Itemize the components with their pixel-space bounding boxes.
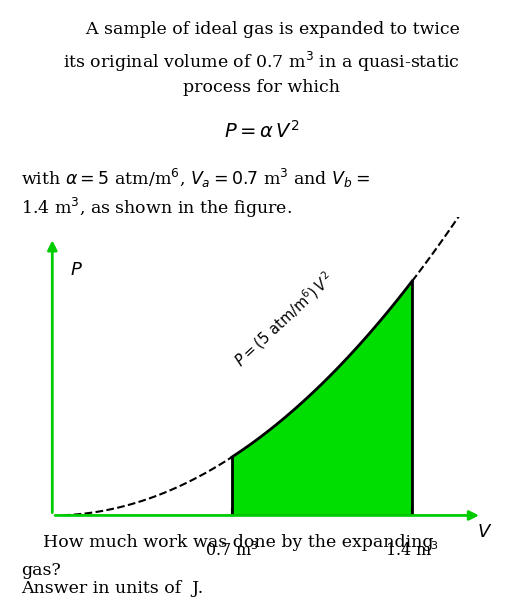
Text: A sample of ideal gas is expanded to twice: A sample of ideal gas is expanded to twi…	[64, 21, 459, 38]
Text: 1.4 m$^3$: 1.4 m$^3$	[385, 542, 439, 561]
Polygon shape	[232, 281, 412, 515]
Text: $P = \alpha\,V^2$: $P = \alpha\,V^2$	[224, 120, 299, 142]
Text: $V$: $V$	[477, 523, 493, 541]
Text: its original volume of 0.7 m$^3$ in a quasi-static: its original volume of 0.7 m$^3$ in a qu…	[63, 50, 460, 74]
Text: 0.7 m$^3$: 0.7 m$^3$	[205, 542, 259, 561]
Text: $P$: $P$	[70, 261, 83, 279]
Text: with $\alpha = 5$ atm/m$^6$, $V_a = 0.7$ m$^3$ and $V_b =$: with $\alpha = 5$ atm/m$^6$, $V_a = 0.7$…	[21, 167, 370, 190]
Text: Answer in units of  J.: Answer in units of J.	[21, 580, 203, 597]
Text: $P = (5\ \mathrm{atm/m^6})\,V^2$: $P = (5\ \mathrm{atm/m^6})\,V^2$	[230, 268, 338, 371]
Text: 1.4 m$^3$, as shown in the figure.: 1.4 m$^3$, as shown in the figure.	[21, 196, 292, 220]
Text: process for which: process for which	[183, 79, 340, 96]
Text: gas?: gas?	[21, 562, 61, 579]
Text: How much work was done by the expanding: How much work was done by the expanding	[21, 534, 434, 551]
